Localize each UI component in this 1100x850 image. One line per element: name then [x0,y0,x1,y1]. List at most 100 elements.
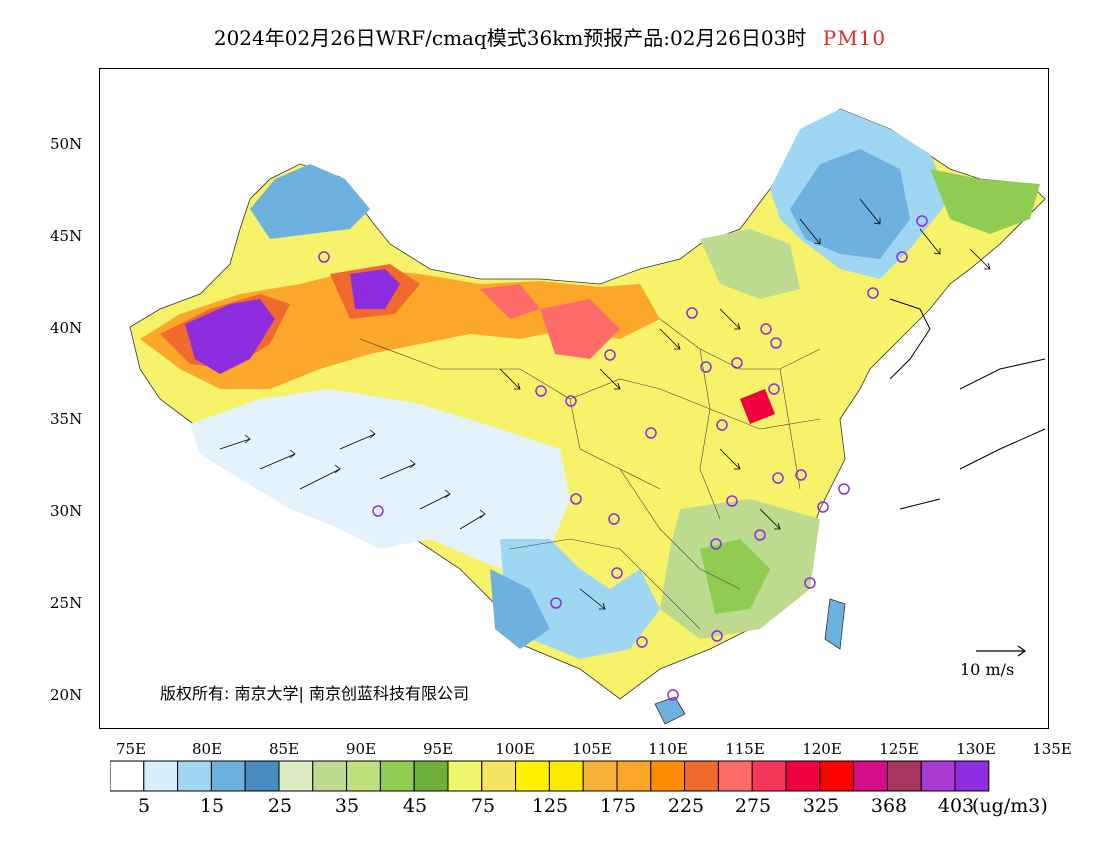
island-region [654,696,686,725]
station-marker-icon [565,395,577,407]
legend-label: 45 [402,795,428,817]
legend-label: 25 [267,795,293,817]
vector-reference-label: 10 m/s [960,660,1015,679]
pollutant-label: PM10 [822,26,887,50]
green-region [700,229,800,299]
station-marker-icon [550,597,562,609]
station-marker-icon [770,337,782,349]
lon-label-100e: 100E [495,740,535,758]
province-boundaries [359,318,821,630]
station-marker-icon [838,483,850,495]
lon-label-125e: 125E [879,740,919,758]
legend-label: 325 [802,795,840,817]
legend-swatch [177,760,212,792]
legend-label: 5 [137,795,151,817]
station-marker-icon [731,357,743,369]
legend-swatch [751,760,787,792]
legend-swatch [684,760,719,792]
station-marker-icon [611,567,623,579]
station-marker-icon [772,472,784,484]
legend-swatch [244,760,280,792]
station-markers [318,215,928,701]
wind-vectors [219,198,991,610]
copyright-text: 版权所有: 南京大学| 南京创蓝科技有限公司 [160,684,469,703]
legend-swatch [717,760,753,792]
lat-label-30n: 30N [50,502,83,520]
station-marker-icon [700,361,712,373]
station-marker-icon [760,323,772,335]
station-marker-icon [636,636,648,648]
lon-label-90e: 90E [345,740,377,758]
legend-label: 35 [334,795,360,817]
lon-label-105e: 105E [572,740,612,758]
station-marker-icon [817,501,829,513]
legend-swatch [819,760,855,792]
color-legend [110,760,990,792]
lon-label-130e: 130E [956,740,996,758]
station-marker-icon [726,495,738,507]
high-pm10-region [740,389,775,424]
legend-swatch [110,760,145,792]
station-marker-icon [686,307,698,319]
legend-swatch [582,760,618,792]
legend-swatch [210,760,246,792]
clean-air-region [490,569,550,649]
station-marker-icon [372,505,384,517]
station-marker-icon [318,251,330,263]
station-marker-icon [754,529,766,541]
station-marker-icon [804,577,816,589]
map-frame [99,68,1049,729]
green-region [930,169,1040,234]
legend-swatch [954,760,990,792]
station-marker-icon [645,427,657,439]
legend-label: 125 [531,795,569,817]
legend-swatch [447,760,483,792]
extreme-pm10-region [185,299,275,374]
lat-label-45n: 45N [50,227,83,245]
legend-label: 225 [667,795,705,817]
station-marker-icon [667,689,679,701]
station-marker-icon [604,349,616,361]
legend-label: 275 [734,795,772,817]
high-pm10-region [540,299,620,359]
lon-label-115e: 115E [725,740,765,758]
station-marker-icon [570,493,582,505]
lon-label-120e: 120E [802,740,842,758]
legend-swatch [853,760,888,792]
legend-label: 368 [870,795,908,817]
lon-label-85e: 85E [268,740,300,758]
legend-swatch [312,760,348,792]
coastline [889,298,1046,510]
clean-air-region [790,149,910,259]
legend-swatch [346,760,381,792]
legend-swatch [413,760,449,792]
island-region [824,598,846,650]
station-marker-icon [768,383,780,395]
extreme-pm10-region [350,269,400,309]
legend-label: 403 [937,795,975,817]
legend-swatch [515,760,550,792]
legend-swatch [548,760,584,792]
station-marker-icon [716,419,728,431]
concentration-map [129,108,1046,725]
legend-swatch [481,760,517,792]
lon-label-95e: 95E [422,740,454,758]
legend-label: 75 [470,795,496,817]
station-marker-icon [535,385,547,397]
lat-label-50n: 50N [50,135,83,153]
legend-swatch [920,760,956,792]
legend-swatch [785,760,821,792]
legend-swatch [616,760,652,792]
lat-label-20n: 20N [50,686,83,704]
legend-swatch [379,760,415,792]
reference-arrow-icon [976,645,1027,657]
lat-label-35n: 35N [50,410,83,428]
high-pm10-region [480,284,540,319]
station-marker-icon [867,287,879,299]
legend-swatch [886,760,922,792]
title-main: 2024年02月26日WRF/cmaq模式36km预报产品:02月26日03时 [213,26,807,50]
station-marker-icon [608,513,620,525]
legend-label: 15 [199,795,225,817]
legend-label: 175 [599,795,637,817]
green-region [700,539,770,614]
